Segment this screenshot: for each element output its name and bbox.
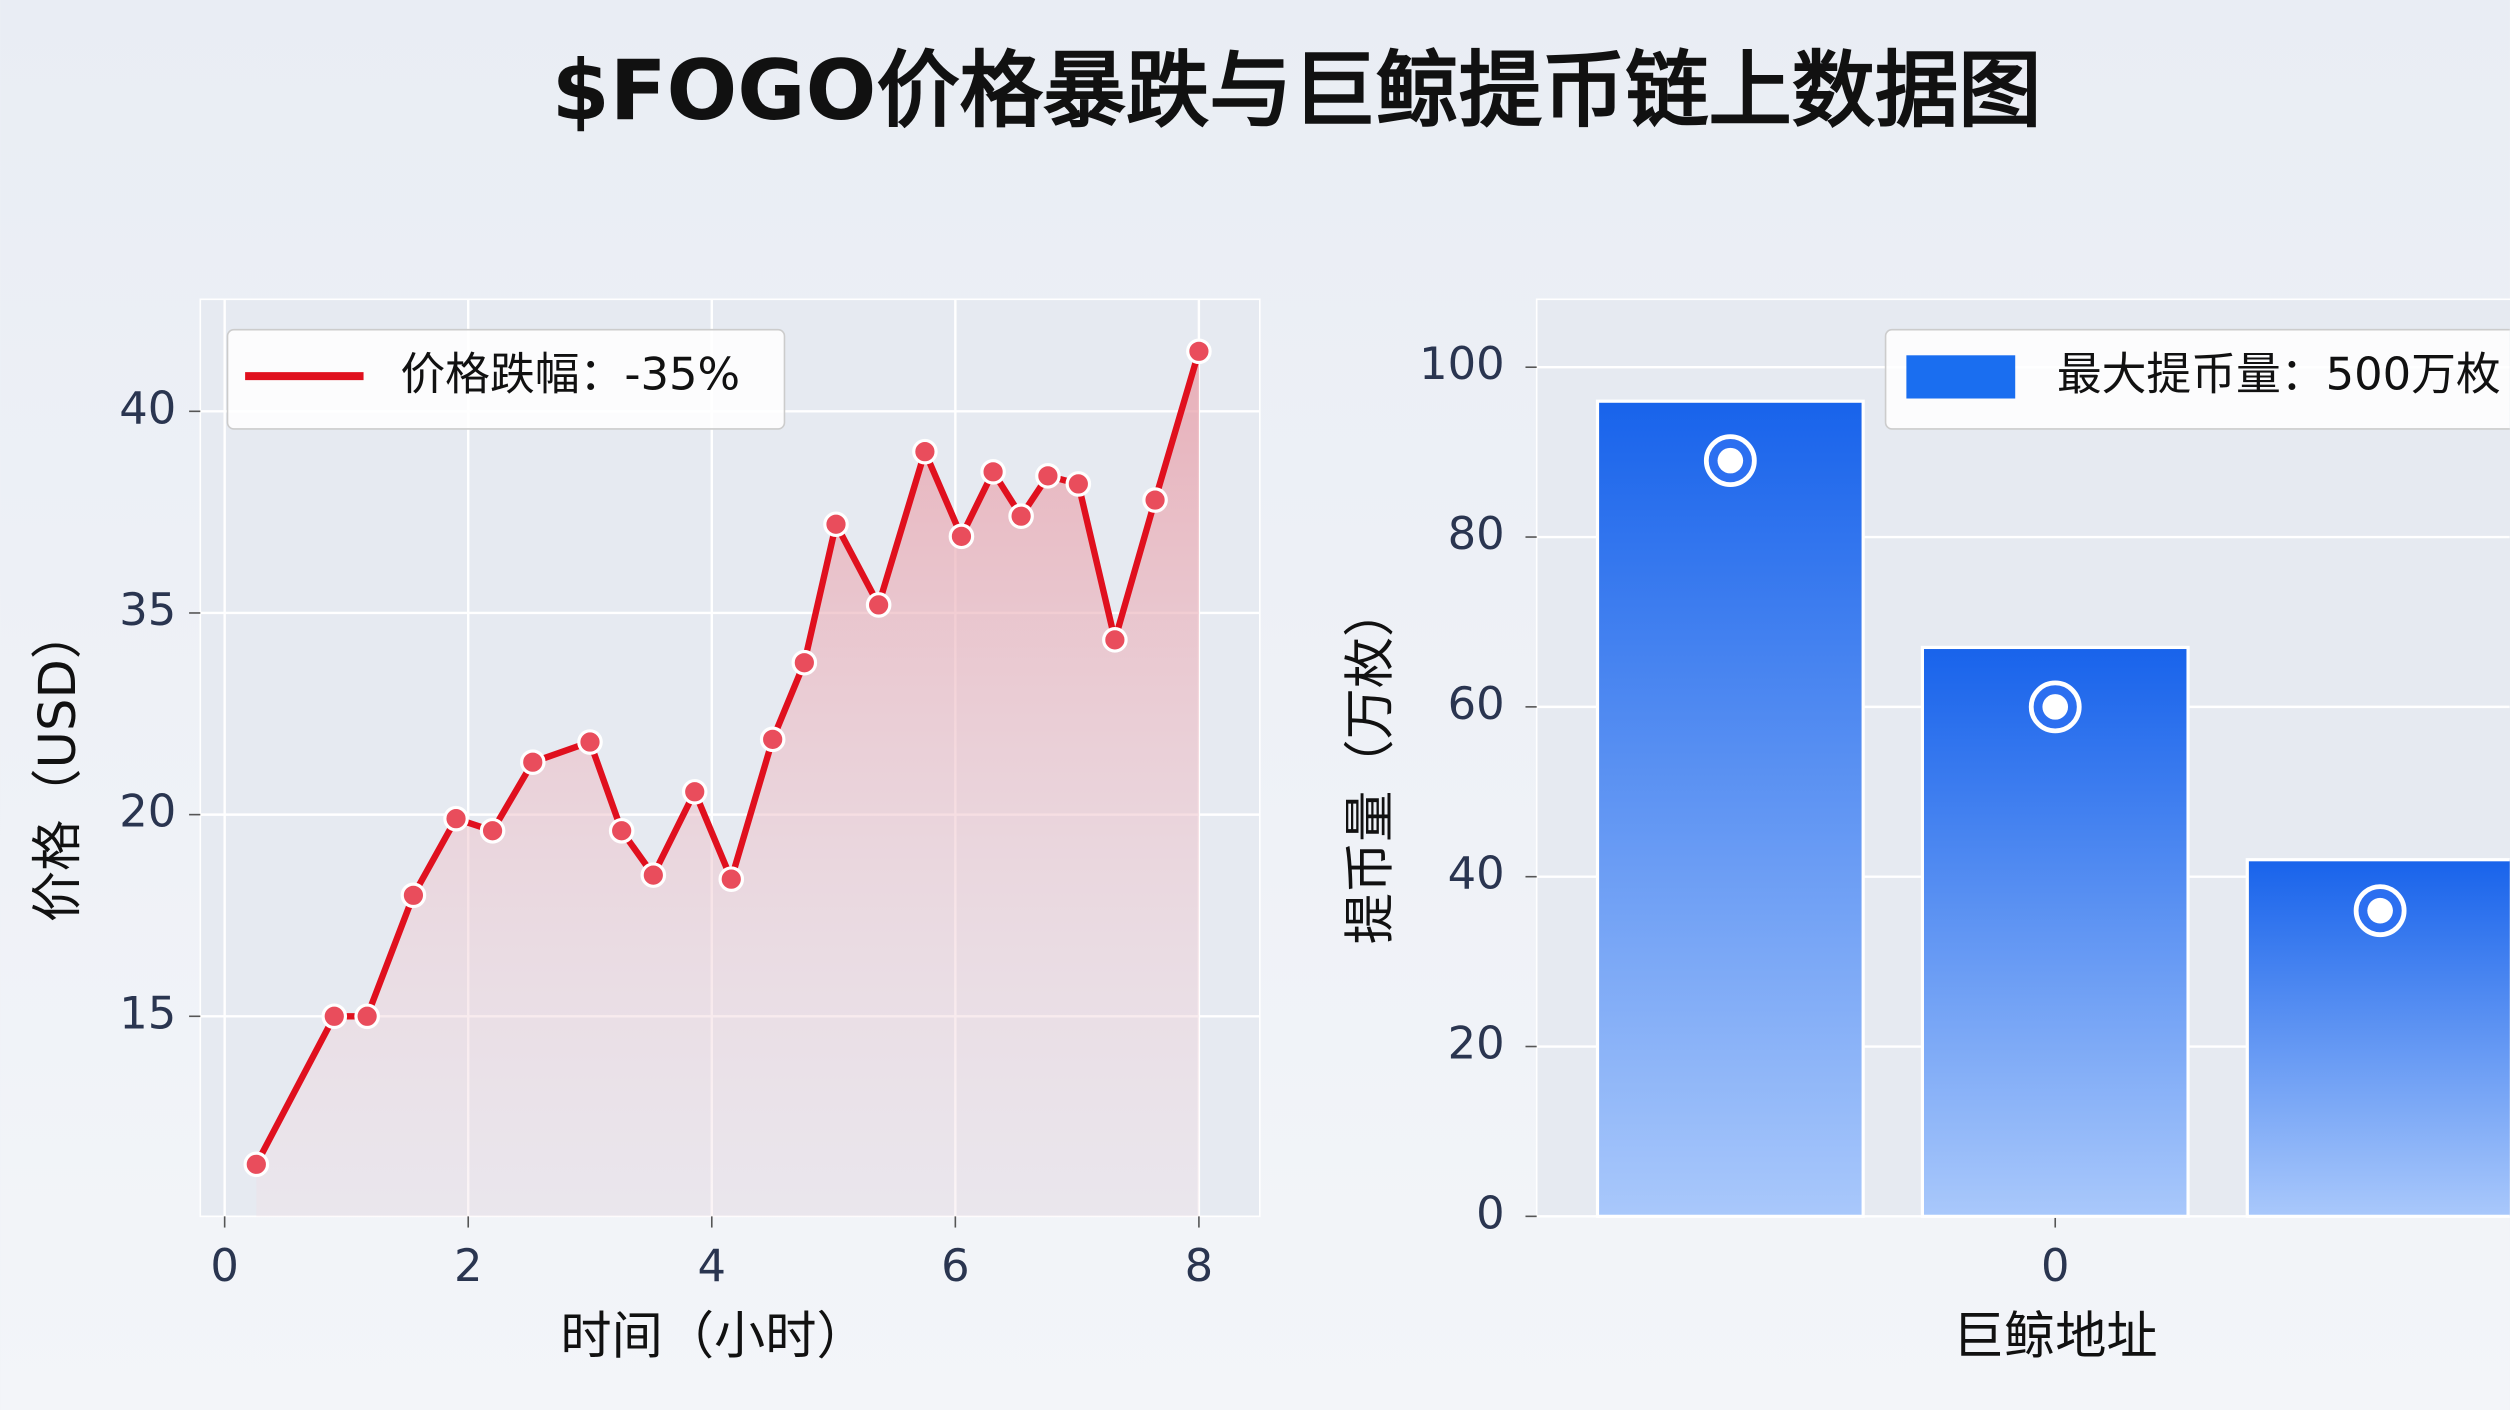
legend-label: 最大提币量：500万枚 xyxy=(2057,348,2501,401)
point xyxy=(400,882,427,909)
bar xyxy=(1920,645,2190,1218)
point xyxy=(1008,503,1034,529)
marker xyxy=(2042,694,2069,720)
point xyxy=(681,778,708,805)
y-tick-label: 35 xyxy=(119,583,176,636)
point xyxy=(759,726,786,753)
point xyxy=(718,866,745,892)
x-tick-label: 2 xyxy=(454,1239,483,1292)
y-tick-label: 40 xyxy=(119,381,176,434)
y-tick-label: 15 xyxy=(119,986,176,1039)
y-tick-label: 60 xyxy=(1448,677,1505,730)
x-tick-label: 0 xyxy=(2041,1239,2070,1292)
x-tick-label: 6 xyxy=(941,1239,970,1292)
y-axis-label: 提币量（万枚） xyxy=(1340,586,1400,944)
point xyxy=(912,438,938,465)
point xyxy=(948,523,975,550)
legend-box xyxy=(226,328,786,430)
point xyxy=(823,511,849,538)
point xyxy=(608,817,635,844)
point xyxy=(577,729,603,755)
y-tick-label: 80 xyxy=(1448,507,1505,560)
y-tick-label: 20 xyxy=(119,785,176,838)
point xyxy=(1186,338,1212,365)
point xyxy=(1142,487,1168,513)
y-tick-label: 0 xyxy=(1476,1186,1505,1239)
point xyxy=(980,459,1006,485)
marker xyxy=(2367,897,2393,924)
point xyxy=(354,1003,380,1030)
point xyxy=(865,592,892,618)
x-axis-label: 时间（小时） xyxy=(560,1307,867,1367)
point xyxy=(640,862,667,888)
point xyxy=(443,805,469,832)
point xyxy=(519,749,546,776)
bar xyxy=(1595,399,1865,1218)
legend-label: 价格跌幅：-35% xyxy=(400,348,740,401)
area xyxy=(256,351,1199,1217)
x-axis-label: 巨鲸地址 xyxy=(1953,1307,2158,1367)
point xyxy=(321,1003,348,1030)
x-tick-label: 8 xyxy=(1185,1239,1214,1292)
legend-swatch xyxy=(1906,355,2016,399)
point xyxy=(1102,627,1128,653)
point xyxy=(1065,471,1092,497)
legend-box xyxy=(1884,328,2510,430)
point xyxy=(791,649,818,676)
y-tick-label: 20 xyxy=(1448,1017,1505,1070)
line-panel: 0 2 4 6 8 15 20 35 40 价格跌幅：-35% 时间（小时） 价格（USD） xyxy=(28,299,1260,1367)
x-tick-label: 4 xyxy=(698,1239,727,1292)
y-axis-label: 价格（USD） xyxy=(28,608,88,922)
page-title: $FOGO价格暴跌与巨鲸提币链上数据图 xyxy=(552,42,2042,139)
marker xyxy=(1717,447,1744,474)
point xyxy=(479,817,506,844)
x-tick-label: 0 xyxy=(210,1239,239,1292)
point xyxy=(1035,463,1061,489)
y-tick-label: 40 xyxy=(1448,847,1505,900)
point xyxy=(243,1151,270,1178)
y-tick-label: 100 xyxy=(1419,337,1505,390)
